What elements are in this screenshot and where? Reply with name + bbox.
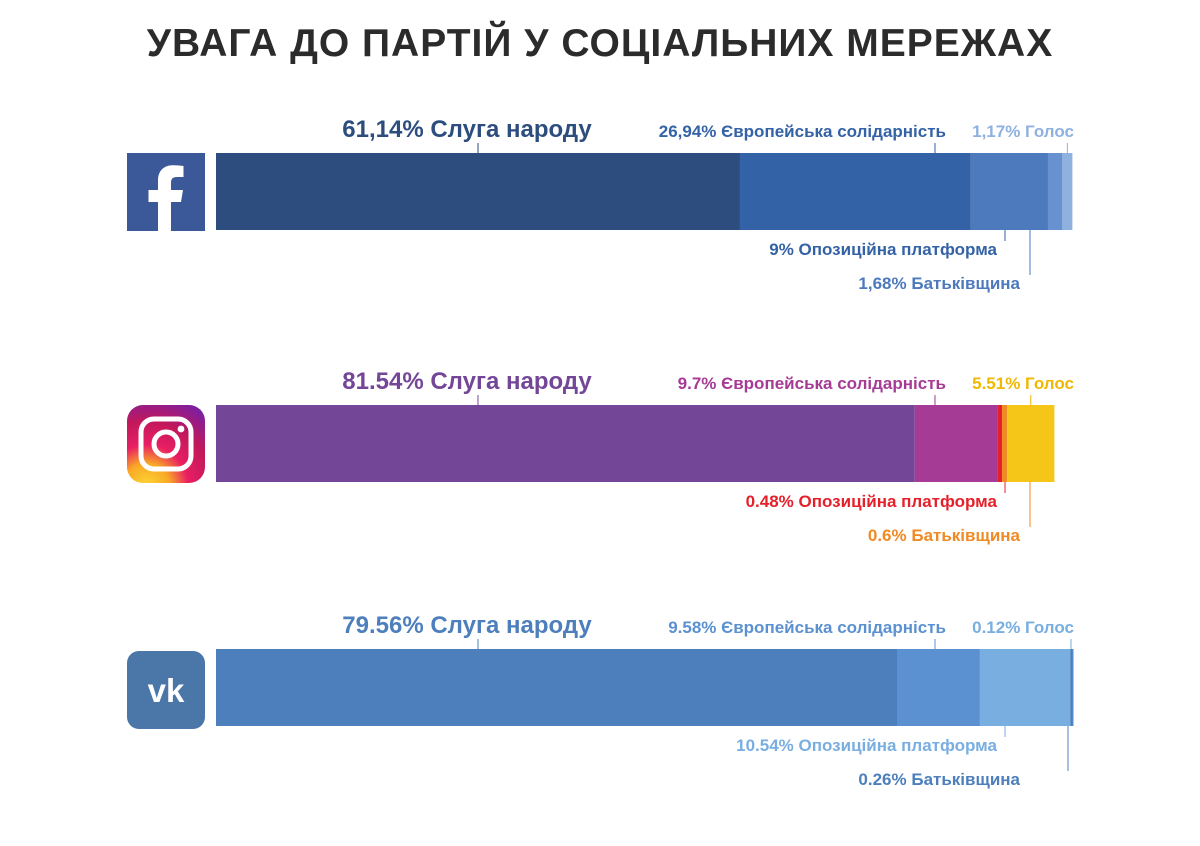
segment-label-text-0: 79.56% Слуга народу [342,612,592,639]
bar-segment-2 [970,153,1048,230]
bar-segment-1 [914,405,998,482]
svg-text:vk: vk [148,672,185,709]
segment-label-text-2: 0.48% Опозиційна платформа [746,492,998,511]
segment-label-2: 9% Опозиційна платформа [769,230,1006,259]
segment-label-1: 9.7% Європейська солідарність [678,374,946,405]
bar-segment-1 [739,153,971,230]
segment-label-text-2: 10.54% Опозиційна платформа [736,736,997,755]
segment-label-3: 1,68% Батьківщина [858,230,1031,293]
facebook-panel: 61,14% Слуга народу 26,94% Європейська со… [0,100,1200,350]
segment-label-text-1: 9.58% Європейська солідарність [668,618,946,637]
segment-label-0: 61,14% Слуга народу [342,116,592,153]
instagram-bar-chart: 81.54% Слуга народу 9.7% Європейська солі… [216,368,1074,545]
segment-label-text-2: 9% Опозиційна платформа [769,240,997,259]
segment-label-3: 0.6% Батьківщина [868,482,1031,545]
segment-label-text-1: 9.7% Європейська солідарність [678,374,946,393]
segment-label-3: 0.26% Батьківщина [858,726,1069,789]
segment-label-text-0: 81.54% Слуга народу [342,368,592,395]
bar-segment-3 [1070,649,1073,726]
segment-label-text-1: 26,94% Європейська солідарність [659,122,946,141]
segment-label-4: 0.12% Голос [972,618,1074,649]
segment-label-text-3: 1,68% Батьківщина [858,274,1020,293]
vk-icon: vk [127,651,205,729]
vk-bar-chart: 79.56% Слуга народу 9.58% Європейська сол… [216,612,1074,789]
bar-segment-1 [897,649,980,726]
bar-segment-4 [1062,153,1073,230]
chart-title: УВАГА ДО ПАРТІЙ У СОЦІАЛЬНИХ МЕРЕЖАХ [146,22,1054,65]
segment-label-0: 81.54% Слуга народу [342,368,592,405]
segment-label-1: 26,94% Європейська солідарність [659,122,946,153]
segment-label-2: 0.48% Опозиційна платформа [746,482,1006,511]
instagram-panel: 81.54% Слуга народу 9.7% Європейська солі… [0,352,1200,602]
bar-segment-0 [216,153,740,230]
bar-segment-0 [216,405,915,482]
segment-label-text-4: 1,17% Голос [972,122,1074,141]
segment-label-1: 9.58% Європейська солідарність [668,618,946,649]
vk-panel: vk 79.56% Слуга народу 9.58% Європейська … [0,596,1200,846]
bar-segment-4 [1007,405,1055,482]
bar-segment-2 [997,405,1003,482]
instagram-icon [127,405,205,483]
segment-label-text-4: 5.51% Голос [972,374,1074,393]
segment-label-text-3: 0.26% Батьківщина [858,770,1020,789]
segment-label-text-4: 0.12% Голос [972,618,1074,637]
segment-label-2: 10.54% Опозиційна платформа [736,726,1006,755]
bar-segment-3 [1047,153,1063,230]
segment-label-4: 1,17% Голос [972,122,1074,153]
bar-segment-3 [1002,405,1008,482]
segment-label-text-3: 0.6% Батьківщина [868,526,1021,545]
facebook-bar-chart: 61,14% Слуга народу 26,94% Європейська со… [216,116,1074,293]
facebook-icon [127,153,205,231]
segment-label-4: 5.51% Голос [972,374,1074,405]
bar-segment-0 [216,649,898,726]
segment-label-0: 79.56% Слуга народу [342,612,592,649]
bar-segment-4 [1072,649,1074,726]
bar-segment-2 [979,649,1071,726]
segment-label-text-0: 61,14% Слуга народу [342,116,592,143]
